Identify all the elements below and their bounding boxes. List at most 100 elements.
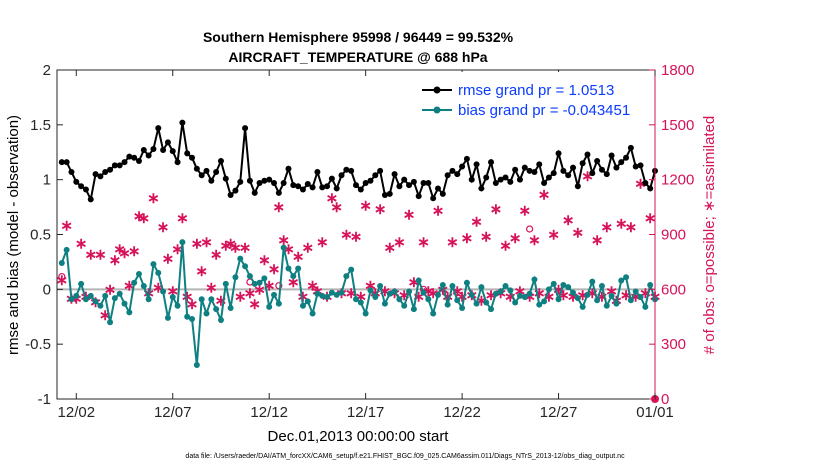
data-point <box>555 150 562 157</box>
data-point <box>560 281 567 288</box>
obs-assimilated-marker: ∗ <box>94 247 107 264</box>
obs-assimilated-marker: ∗ <box>538 186 551 203</box>
obs-assimilated-marker: ∗ <box>359 197 372 214</box>
data-point <box>184 313 191 320</box>
data-point <box>497 288 504 295</box>
data-point <box>338 289 345 296</box>
data-point <box>353 182 359 189</box>
data-point <box>463 155 470 162</box>
x-tick-label: 12/17 <box>347 404 385 421</box>
data-point <box>488 306 495 313</box>
data-point <box>449 283 456 290</box>
obs-assimilated-marker: ∗ <box>138 210 151 227</box>
data-point <box>87 196 94 203</box>
data-point <box>473 300 480 307</box>
data-point <box>618 277 625 284</box>
data-point <box>536 301 543 308</box>
obs-assimilated-marker: ∗ <box>350 228 363 245</box>
obs-assimilated-marker: ∗ <box>644 210 657 227</box>
y2-tick-label: 1500 <box>661 117 694 134</box>
data-point <box>372 294 379 301</box>
obs-assimilated-marker: ∗ <box>113 241 126 258</box>
y-tick-label: -0.5 <box>25 336 51 353</box>
data-point <box>391 288 398 295</box>
data-point <box>584 291 591 298</box>
data-point <box>627 144 634 151</box>
data-point <box>266 176 273 183</box>
data-point <box>396 183 403 190</box>
obs-assimilated-marker: ∗ <box>166 283 179 300</box>
data-point <box>97 173 104 180</box>
data-point <box>531 168 538 175</box>
plot-background <box>57 70 655 399</box>
obs-assimilated-marker: ∗ <box>210 247 223 264</box>
data-point <box>410 306 417 313</box>
data-point <box>58 260 65 267</box>
data-point <box>150 261 157 268</box>
data-point <box>459 304 466 311</box>
obs-assimilated-marker: ∗ <box>287 274 300 291</box>
data-point <box>290 273 297 280</box>
data-point <box>647 281 654 288</box>
obs-assimilated-marker: ∗ <box>234 289 247 306</box>
data-point <box>319 184 326 191</box>
data-point <box>193 165 200 172</box>
data-point <box>560 167 567 174</box>
obs-assimilated-marker: ∗ <box>147 190 160 207</box>
obs-assimilated-marker: ∗ <box>268 261 281 278</box>
obs-assimilated-marker: ∗ <box>562 212 575 229</box>
data-point <box>135 158 142 165</box>
data-point <box>502 283 509 290</box>
data-point <box>521 294 528 301</box>
data-point <box>343 273 350 280</box>
y2-tick-label: 1200 <box>661 172 694 189</box>
obs-assimilated-marker: ∗ <box>306 278 319 295</box>
data-point <box>237 178 244 185</box>
obs-assimilated-marker: ∗ <box>383 239 396 256</box>
obs-assimilated-marker: ∗ <box>330 199 343 216</box>
data-point <box>434 185 441 192</box>
data-point <box>121 300 128 307</box>
y-tick-label: 1 <box>43 172 51 189</box>
data-point <box>63 246 70 253</box>
obs-assimilated-marker: ∗ <box>572 225 585 242</box>
data-point <box>131 279 138 286</box>
data-point <box>647 185 654 192</box>
data-point <box>314 290 321 297</box>
data-point <box>314 168 321 175</box>
chart-title: Southern Hemisphere 95998 / 96449 = 99.5… <box>203 29 514 45</box>
obs-assimilated-marker: ∗ <box>157 219 170 236</box>
data-point <box>242 263 249 270</box>
data-point <box>169 294 176 301</box>
legend-label: bias grand pr = -0.043451 <box>458 102 630 119</box>
data-point <box>570 289 577 296</box>
data-point <box>613 300 620 307</box>
obs-assimilated-marker: ∗ <box>258 252 271 269</box>
data-point <box>145 296 152 303</box>
data-point <box>468 291 475 298</box>
data-point <box>430 195 437 202</box>
obs-assimilated-marker: ∗ <box>181 289 194 306</box>
data-point <box>362 310 369 317</box>
y2-axis-label: # of obs: o=possible; ∗=assimilated <box>701 116 718 355</box>
data-point <box>507 178 514 185</box>
obs-assimilated-marker: ∗ <box>547 227 560 244</box>
data-point <box>150 145 157 152</box>
data-point <box>396 296 403 303</box>
data-point <box>637 294 644 301</box>
data-point <box>541 298 548 305</box>
obs-assimilated-marker: ∗ <box>326 190 339 207</box>
data-point <box>266 303 273 310</box>
data-point <box>613 164 620 171</box>
data-point <box>430 310 437 317</box>
data-point <box>459 163 466 170</box>
y-tick-label: 0 <box>43 281 51 298</box>
obs-assimilated-marker: ∗ <box>480 228 493 245</box>
x-tick-label: 12/02 <box>58 404 96 421</box>
y-tick-label: -1 <box>38 391 51 408</box>
data-point <box>232 187 239 194</box>
data-point <box>555 296 562 303</box>
obs-assimilated-marker: ∗ <box>60 217 73 234</box>
obs-assimilated-marker: ∗ <box>446 234 459 251</box>
